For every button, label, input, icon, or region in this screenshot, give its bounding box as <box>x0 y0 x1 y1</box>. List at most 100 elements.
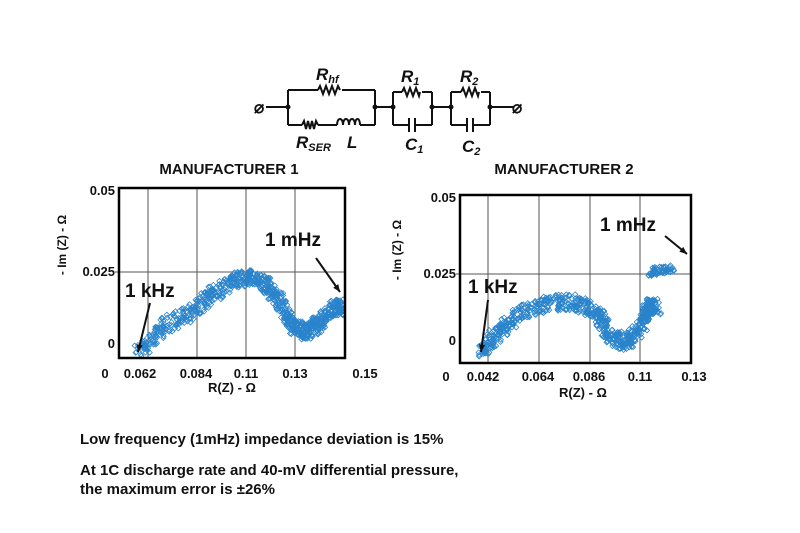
data-point <box>582 303 590 310</box>
x-tick-label: 0.13 <box>282 366 307 381</box>
data-point <box>601 307 608 315</box>
data-point <box>616 339 624 346</box>
data-point <box>565 291 573 299</box>
data-point <box>257 285 264 293</box>
data-point <box>499 331 506 338</box>
label-r2: R2 <box>460 67 478 88</box>
data-point <box>245 277 252 285</box>
data-point <box>499 328 506 335</box>
data-point <box>318 315 325 322</box>
data-point <box>330 303 338 311</box>
x-axis-label: R(Z) - Ω <box>208 380 256 395</box>
label-l: L <box>347 133 357 152</box>
data-point <box>650 267 658 274</box>
data-point <box>643 295 651 303</box>
annotation-arrow <box>480 299 489 353</box>
capacitor-c2 <box>466 118 474 132</box>
data-point <box>565 300 572 307</box>
data-point <box>646 301 653 308</box>
chart-title: MANUFACTURER 2 <box>494 161 633 178</box>
data-point <box>602 332 609 339</box>
data-point <box>200 308 208 315</box>
data-point <box>160 334 167 342</box>
data-point <box>186 306 193 313</box>
data-point <box>637 330 645 338</box>
y-tick-label: 0.05 <box>90 183 115 198</box>
data-point <box>662 263 669 270</box>
data-point <box>205 283 212 291</box>
data-point <box>504 331 511 339</box>
data-point <box>270 290 277 298</box>
data-point <box>655 299 663 306</box>
data-point <box>514 306 522 313</box>
data-point <box>235 282 243 289</box>
data-point <box>313 317 320 325</box>
data-point <box>505 316 512 323</box>
data-point <box>663 269 670 276</box>
data-point <box>187 319 194 326</box>
data-point <box>163 311 170 318</box>
data-point <box>296 324 303 331</box>
data-point <box>307 335 314 342</box>
data-point <box>153 340 161 347</box>
data-point <box>265 274 273 282</box>
data-point <box>207 301 215 308</box>
data-point <box>200 299 208 306</box>
data-point <box>180 305 187 312</box>
data-point <box>291 320 299 327</box>
y-axis-label: - Im (Z) - Ω <box>55 214 69 275</box>
data-point <box>299 321 306 328</box>
data-points <box>131 267 347 360</box>
data-point <box>624 333 631 340</box>
data-point <box>486 349 493 356</box>
data-point <box>613 340 620 347</box>
data-point <box>637 323 644 331</box>
data-point <box>487 341 494 348</box>
data-point <box>158 315 166 322</box>
label-c1: C1 <box>405 135 423 156</box>
data-point <box>524 303 531 310</box>
data-point <box>541 297 548 304</box>
data-point <box>650 308 658 315</box>
terminal-left: ⌀ <box>254 98 265 117</box>
data-point <box>151 340 158 347</box>
data-point <box>155 324 162 331</box>
data-point <box>271 297 278 305</box>
x-tick-label: 0.042 <box>467 369 500 384</box>
data-point <box>169 328 176 335</box>
data-point <box>637 316 644 324</box>
data-point <box>261 273 268 280</box>
annotation-label: 1 kHz <box>468 277 518 298</box>
data-point <box>245 270 252 278</box>
data-point <box>175 320 182 328</box>
data-point <box>233 281 241 289</box>
data-point <box>220 278 227 285</box>
data-point <box>186 301 193 308</box>
data-point <box>516 317 523 324</box>
data-point <box>599 316 606 323</box>
data-point <box>581 312 589 319</box>
y-axis-label: - Im (Z) - Ω <box>390 219 404 280</box>
annotation-arrow <box>137 302 151 353</box>
data-point <box>492 325 499 332</box>
data-point <box>548 297 555 305</box>
data-point <box>262 288 269 295</box>
data-point <box>160 320 168 327</box>
data-point <box>518 312 525 319</box>
data-point <box>563 306 570 313</box>
data-point <box>256 278 264 285</box>
inductor-l <box>336 118 361 126</box>
x-axis-label: R(Z) - Ω <box>559 385 607 400</box>
data-point <box>537 301 544 308</box>
note-error-line2: the maximum error is ±26% <box>80 481 275 498</box>
data-point <box>639 302 646 309</box>
data-point <box>160 317 167 325</box>
data-point <box>596 326 603 333</box>
data-point <box>663 268 670 275</box>
data-point <box>191 311 198 319</box>
data-point <box>531 297 539 305</box>
data-point <box>322 309 329 317</box>
x-tick-label: 0.15 <box>352 366 377 381</box>
data-point <box>246 281 253 289</box>
data-point <box>490 336 497 343</box>
